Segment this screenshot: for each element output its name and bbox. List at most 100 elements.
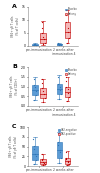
Point xyxy=(66,85,67,88)
Point xyxy=(34,86,36,89)
Bar xyxy=(40,88,46,98)
Legend: Vδ2-negative, Vδ2-positive: Vδ2-negative, Vδ2-positive xyxy=(58,128,78,136)
Bar xyxy=(56,142,62,158)
Point xyxy=(33,147,34,150)
Point xyxy=(59,89,61,92)
Point xyxy=(34,44,35,47)
Point xyxy=(34,99,35,102)
Point xyxy=(41,21,42,24)
Point xyxy=(33,43,34,45)
Point xyxy=(41,77,42,80)
Point xyxy=(41,31,43,34)
Bar xyxy=(65,158,70,164)
Point xyxy=(59,43,61,46)
Point xyxy=(58,98,60,101)
Bar xyxy=(56,44,62,45)
Bar xyxy=(40,159,46,164)
Point xyxy=(35,90,36,93)
Point xyxy=(66,163,68,166)
Point xyxy=(60,43,62,46)
Bar xyxy=(32,146,38,160)
Bar xyxy=(32,44,38,45)
Point xyxy=(66,100,68,102)
Point xyxy=(65,8,67,11)
Point xyxy=(65,75,67,78)
Point xyxy=(57,141,59,143)
Point xyxy=(43,38,45,41)
Point xyxy=(42,164,44,167)
Point xyxy=(43,93,45,96)
Point xyxy=(68,162,70,165)
Point xyxy=(59,43,60,45)
Point xyxy=(58,44,60,47)
Point xyxy=(44,97,45,99)
Point xyxy=(33,138,34,140)
Point xyxy=(68,30,69,33)
Point xyxy=(57,82,59,85)
Point xyxy=(34,152,36,155)
Bar xyxy=(40,33,46,43)
Point xyxy=(43,90,44,93)
Text: C: C xyxy=(12,124,16,129)
Point xyxy=(33,144,34,147)
Point xyxy=(66,21,67,24)
Point xyxy=(68,96,70,99)
Point xyxy=(57,42,59,45)
Point xyxy=(35,155,36,158)
Y-axis label: Vδ2+ γδ T cells
(% of T cells): Vδ2+ γδ T cells (% of T cells) xyxy=(11,16,20,37)
Point xyxy=(42,43,44,46)
Point xyxy=(34,163,35,166)
Point xyxy=(44,163,45,166)
Point xyxy=(57,43,59,45)
Point xyxy=(67,160,69,163)
Point xyxy=(66,156,67,159)
Point xyxy=(60,93,62,96)
Y-axis label: Vδ2+ γδ T cells
(% of γδ T cells): Vδ2+ γδ T cells (% of γδ T cells) xyxy=(9,136,18,158)
Point xyxy=(58,162,60,164)
Legend: Placebo, Antony: Placebo, Antony xyxy=(65,68,78,76)
Bar xyxy=(65,86,70,97)
Point xyxy=(41,26,43,29)
Point xyxy=(68,37,70,39)
Point xyxy=(59,148,60,151)
Point xyxy=(33,77,34,80)
Text: A: A xyxy=(12,4,17,9)
Point xyxy=(67,26,69,29)
Point xyxy=(35,43,36,46)
Point xyxy=(65,151,67,154)
Point xyxy=(66,41,68,44)
Point xyxy=(44,41,45,44)
Point xyxy=(41,159,43,162)
Text: B: B xyxy=(12,64,17,69)
Point xyxy=(57,132,59,134)
Point xyxy=(33,83,34,86)
Point xyxy=(42,101,44,103)
Point xyxy=(43,162,45,164)
Point xyxy=(41,81,43,84)
Point xyxy=(36,159,37,162)
Point xyxy=(59,151,61,154)
Point xyxy=(36,94,37,97)
Point xyxy=(66,13,67,16)
Point xyxy=(57,75,59,78)
Bar xyxy=(32,85,38,95)
Point xyxy=(68,92,69,95)
Point xyxy=(43,35,44,38)
Bar xyxy=(65,22,70,38)
Point xyxy=(57,143,59,146)
Point xyxy=(67,88,69,91)
Point xyxy=(34,43,36,46)
Point xyxy=(68,161,69,164)
Point xyxy=(66,79,67,82)
Point xyxy=(66,158,67,161)
Point xyxy=(41,153,42,156)
Point xyxy=(59,85,60,88)
Point xyxy=(60,156,62,159)
Legend: Placebo, Antony: Placebo, Antony xyxy=(65,7,78,16)
Y-axis label: Vδ2+ γδ T cells
(% of CD3+): Vδ2+ γδ T cells (% of CD3+) xyxy=(10,76,19,97)
Point xyxy=(33,42,34,45)
Point xyxy=(41,158,43,161)
Point xyxy=(36,44,37,46)
Bar xyxy=(56,84,62,94)
Point xyxy=(41,87,43,90)
